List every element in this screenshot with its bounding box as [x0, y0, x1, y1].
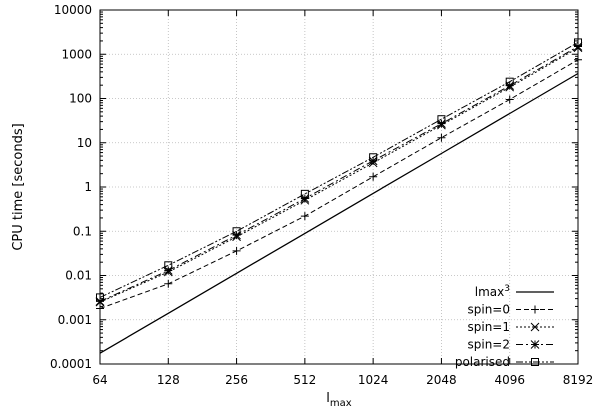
axis-ticks: 0.0001 0.001 0.01 0.1 1 10 100 1000 10000 64 128 25… [50, 3, 593, 387]
star-marker [437, 119, 446, 129]
y-tick-label: 0.001 [58, 313, 92, 327]
plus-marker [437, 133, 446, 142]
star-marker [530, 340, 540, 349]
y-tick-label: 100 [69, 92, 92, 106]
y-tick-label: 0.0001 [50, 357, 92, 371]
legend-label: spin=0 [468, 303, 511, 317]
x-tick-label: 2048 [426, 373, 457, 387]
square-marker [369, 153, 378, 162]
plus-marker [369, 172, 378, 181]
series-spin-0 [96, 55, 582, 313]
y-tick-label: 1 [84, 180, 92, 194]
square-marker [232, 227, 241, 236]
cross-marker [530, 322, 540, 332]
legend-item: spin=2 [468, 338, 554, 352]
plus-marker [505, 95, 514, 104]
y-tick-label: 10 [77, 136, 92, 150]
y-axis-title: CPU time [seconds] [11, 123, 26, 250]
x-axis-title-subscript: max [330, 398, 352, 409]
series-line [99, 41, 579, 298]
y-tick-label: 10000 [54, 3, 92, 17]
legend-item: lmax3 [475, 284, 554, 299]
series-line [99, 72, 579, 354]
star-marker [300, 194, 310, 203]
legend-item: polarised [455, 355, 554, 369]
legend: lmax3 spin=0 spin=1 spin=2 polarised [455, 284, 554, 369]
square-marker [531, 358, 539, 366]
x-tick-label: 1024 [358, 373, 389, 387]
legend-item: spin=0 [468, 303, 554, 317]
legend-item: spin=1 [468, 320, 554, 334]
series-spin-1 [95, 43, 583, 307]
y-tick-label: 0.1 [73, 224, 92, 238]
x-tick-label: 8192 [563, 373, 594, 387]
series-line [99, 47, 579, 303]
plus-marker [531, 305, 539, 314]
square-marker [300, 189, 309, 198]
legend-label: polarised [455, 355, 510, 369]
legend-label: spin=2 [468, 338, 511, 352]
square-marker [505, 77, 514, 86]
plus-marker [232, 246, 241, 255]
legend-label: spin=1 [468, 320, 511, 334]
legend-label-superscript: 3 [504, 284, 510, 294]
y-tick-label: 0.01 [65, 269, 92, 283]
square-marker [437, 115, 446, 124]
square-marker [164, 261, 173, 270]
series-line [99, 59, 579, 309]
grid-lines [100, 10, 578, 364]
x-tick-label: 4096 [494, 373, 525, 387]
x-axis-title: lmax [326, 391, 351, 409]
series-lmax [99, 72, 579, 354]
x-tick-label: 64 [92, 373, 107, 387]
legend-label: lmax3 [475, 284, 510, 299]
series-polarised [96, 38, 582, 302]
plus-marker [164, 279, 173, 288]
x-tick-label: 256 [225, 373, 248, 387]
series-line [99, 46, 579, 302]
star-marker [163, 266, 173, 275]
plus-marker [300, 212, 309, 221]
x-tick-label: 512 [293, 373, 316, 387]
x-tick-label: 128 [157, 373, 180, 387]
y-tick-label: 1000 [61, 47, 92, 61]
